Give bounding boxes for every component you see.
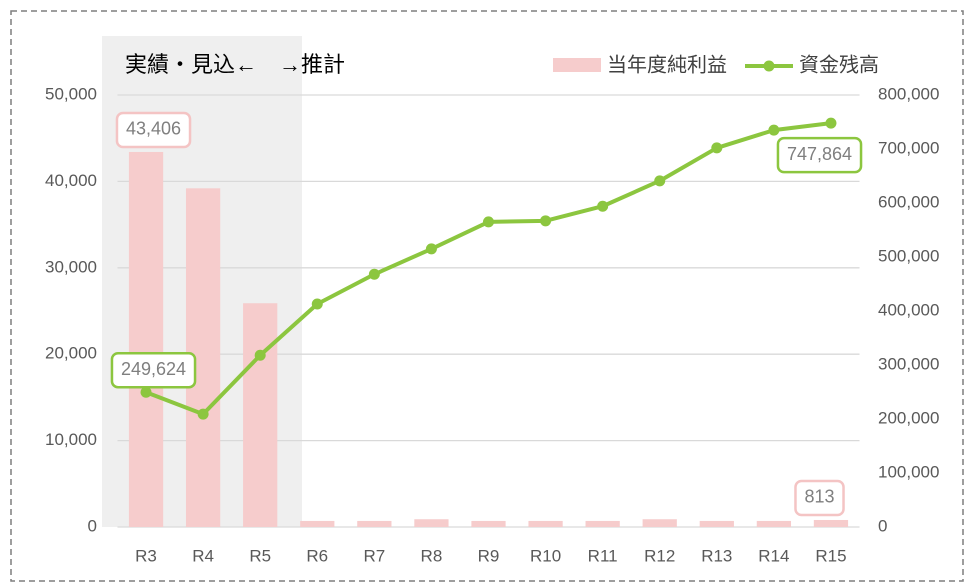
x-tick-label: R4 [192,546,214,565]
point [654,175,666,187]
y-tick-label: 20,000 [45,344,97,363]
data-label-box [110,351,197,389]
x-tick-label: R8 [421,546,443,565]
data-label-box [794,479,845,517]
bar [585,520,620,527]
y2-tick-label: 500,000 [878,246,939,265]
point [140,386,152,398]
bar [357,520,392,527]
data-label: 813 [804,487,834,507]
bar [128,151,164,527]
point [483,216,494,228]
x-tick-label: R15 [815,546,846,565]
bar [414,519,449,527]
legend-swatch [763,60,775,72]
legend-label: 当年度純利益 [607,53,727,76]
y-tick-label: 10,000 [45,430,97,449]
bar [300,520,335,527]
y2-tick-label: 0 [878,516,887,535]
legend-swatch [553,58,601,72]
y2-tick-label: 600,000 [878,192,939,211]
point [311,298,323,310]
data-label: 249,624 [121,359,186,379]
y-tick-label: 30,000 [45,257,97,276]
bar [471,520,506,527]
point [254,349,266,361]
bar [243,303,278,527]
bar [756,520,792,527]
bar [699,520,734,527]
point [768,124,780,136]
y2-tick-label: 400,000 [878,300,939,319]
x-tick-label: R3 [135,546,157,565]
annotation: 実績・見込← →推計 [125,52,345,77]
y2-tick-label: 300,000 [878,354,939,373]
point [197,408,209,420]
point [825,117,837,129]
y-tick-label: 50,000 [45,84,97,103]
bar [528,520,563,527]
point [711,142,723,154]
frame [10,10,964,582]
y-tick-label: 0 [88,516,97,535]
data-label: 747,864 [787,144,852,164]
y2-tick-label: 200,000 [878,408,939,427]
data-label-box [115,111,192,149]
bar [642,519,677,527]
data-label: 43,406 [126,119,181,139]
x-tick-label: R12 [644,546,675,565]
x-tick-label: R11 [588,546,618,565]
point [597,200,609,212]
x-tick-label: R6 [306,546,328,565]
x-tick-label: R13 [701,546,732,565]
y2-tick-label: 800,000 [878,84,939,103]
bar [813,519,849,527]
point [368,268,380,280]
point [540,215,552,227]
data-label-box [776,136,863,174]
y2-tick-label: 100,000 [878,462,939,481]
x-tick-label: R7 [363,546,385,565]
x-tick-label: R9 [478,546,500,565]
y2-tick-label: 700,000 [878,138,939,157]
y-tick-label: 40,000 [45,171,97,190]
legend-label: 資金残高 [799,53,879,76]
point [425,243,437,255]
x-tick-label: R14 [758,546,789,565]
x-tick-label: R5 [249,546,271,565]
x-tick-label: R10 [530,546,561,565]
